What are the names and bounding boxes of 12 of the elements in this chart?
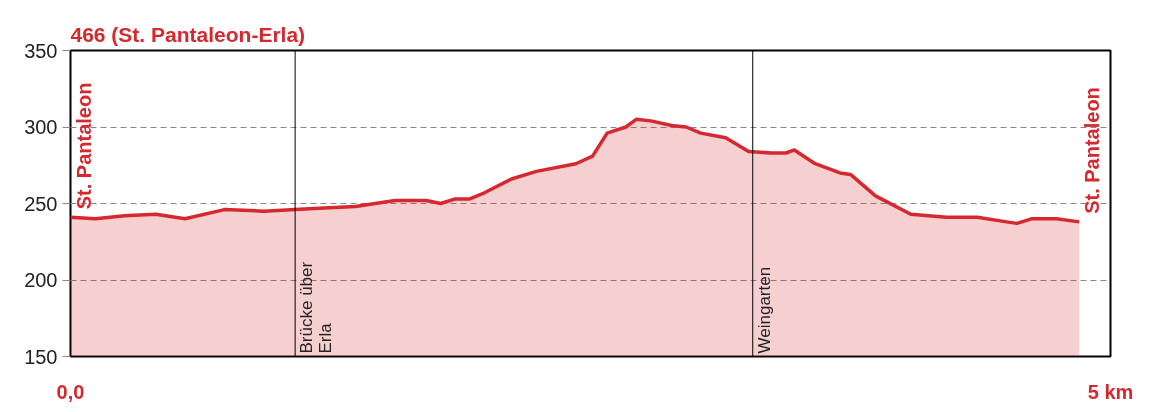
y-tick-label: 150 [24, 345, 58, 368]
ref-line-label: Brücke über Erla [297, 261, 336, 354]
y-tick-label: 300 [24, 116, 58, 138]
x-tick-label: 5 km [1087, 380, 1134, 403]
annotation: St. Pantaleon [72, 82, 95, 210]
y-tick-label: 350 [24, 39, 58, 62]
annotation: St. Pantaleon [1081, 87, 1104, 214]
y-tick-label: 200 [24, 269, 58, 291]
y-tick-label: 250 [24, 192, 58, 215]
chart-title: 466 (St. Pantaleon-Erla) [70, 22, 306, 46]
ref-line-label: Weingarten [754, 266, 774, 354]
x-tick-label: 0,0 [56, 380, 85, 403]
